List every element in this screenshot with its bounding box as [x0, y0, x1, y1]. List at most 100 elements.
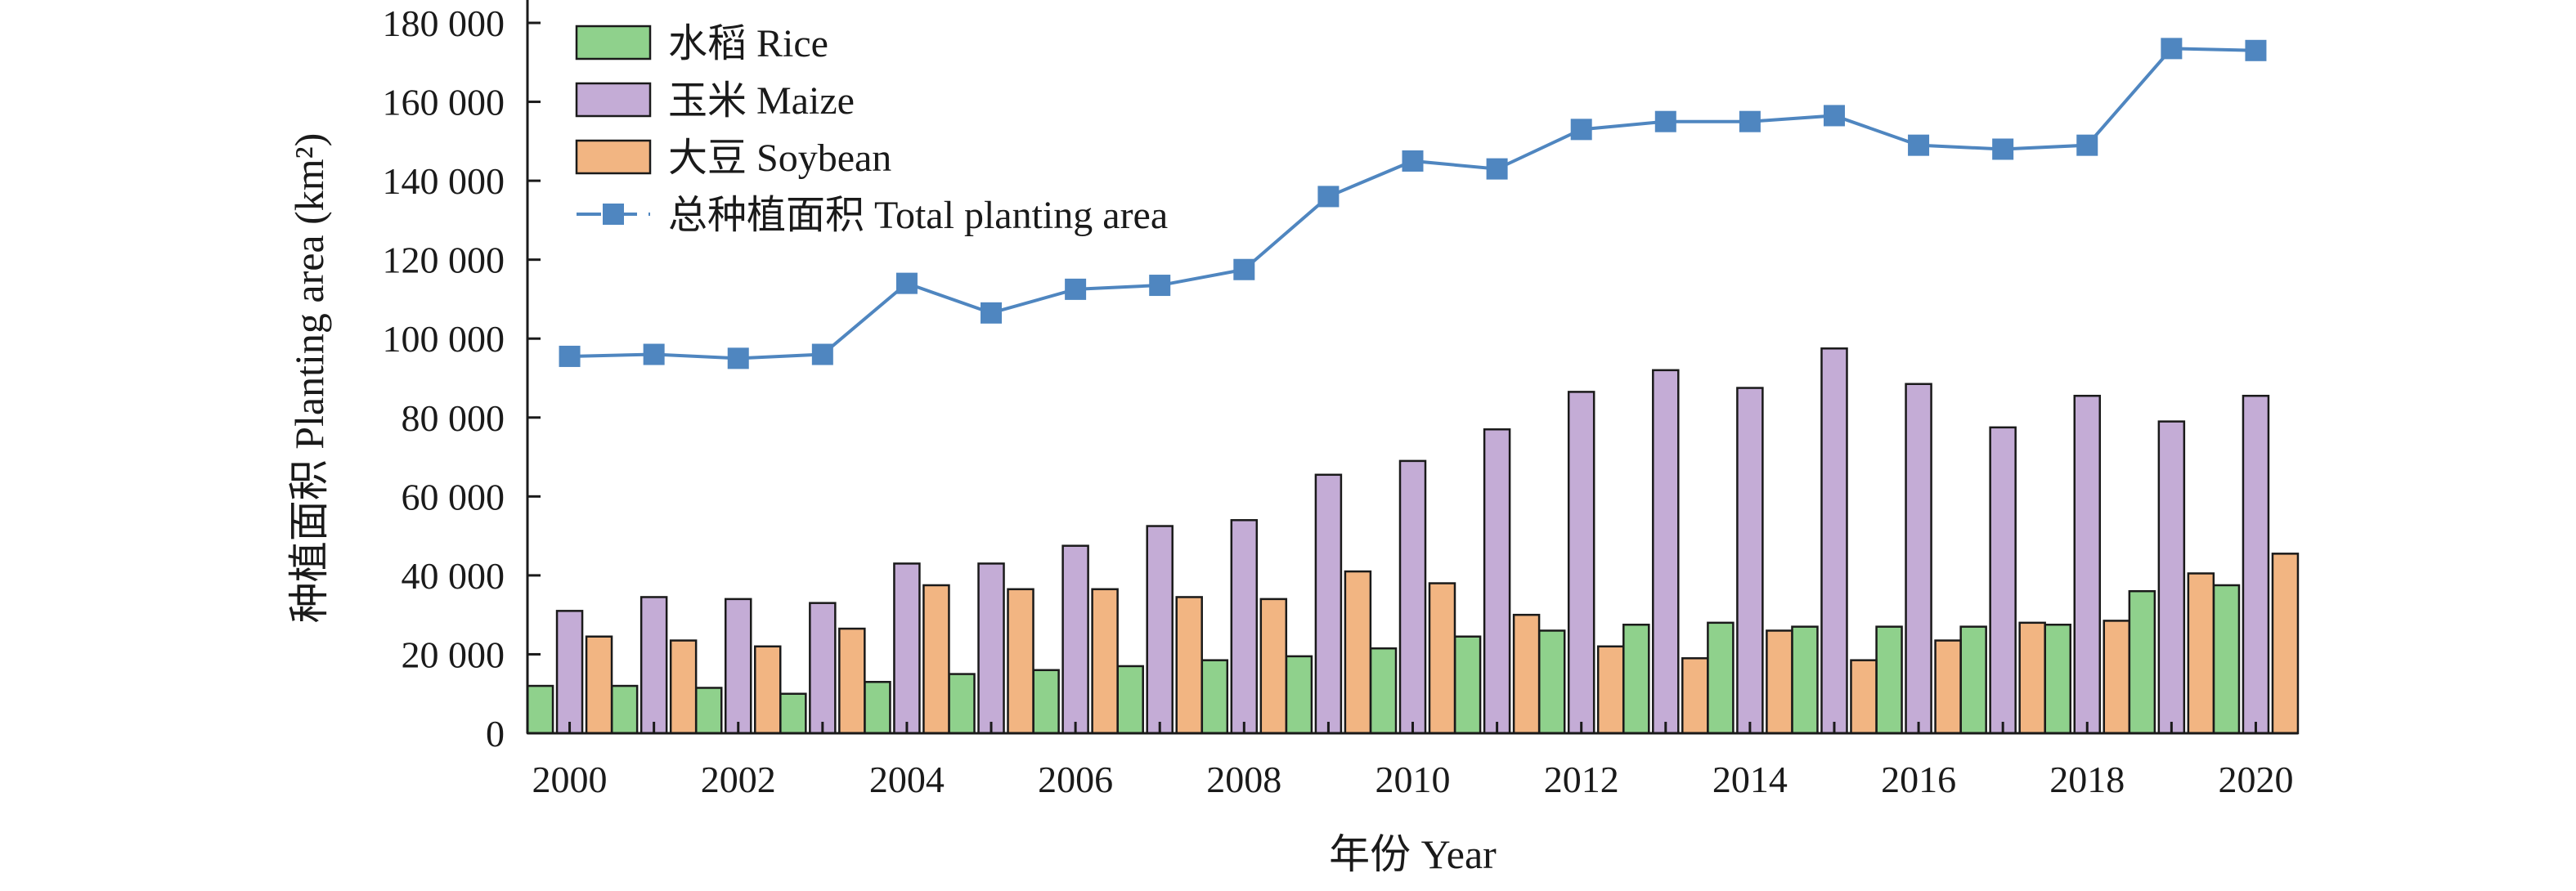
total-area-point: [1823, 105, 1845, 127]
x-tick-label: 2008: [1206, 759, 1281, 800]
bar-rice: [1200, 659, 1229, 735]
bar-maize: [1146, 525, 1174, 735]
bar-soybean: [1512, 613, 1541, 735]
total-area-point: [559, 345, 581, 367]
total-area-point: [1402, 150, 1424, 172]
legend-swatch-maize: [575, 82, 652, 118]
total-area-point: [1065, 278, 1087, 300]
bar-soybean: [753, 645, 782, 735]
bar-soybean: [922, 584, 950, 735]
bar-rice: [1959, 625, 1987, 735]
legend-label: 水稻 Rice: [668, 22, 828, 65]
total-area-point: [1233, 258, 1255, 280]
total-area-point: [727, 347, 749, 369]
y-tick-label: 40 000: [402, 555, 505, 597]
bar-rice: [864, 680, 891, 735]
bar-soybean: [1007, 588, 1034, 735]
bar-soybean: [585, 635, 613, 735]
legend-label: 总种植面积 Total planting area: [668, 194, 1168, 237]
ticks-layer: 0 20 000 40 000 60 000 80 000 100 000 120 000 1…: [383, 2, 2294, 800]
bar-soybean: [669, 639, 698, 735]
bar-maize: [1483, 428, 1511, 735]
bar-maize: [1820, 347, 1848, 735]
bar-maize: [1652, 369, 1680, 735]
bar-maize: [2073, 394, 2102, 735]
bar-maize: [724, 598, 752, 735]
bar-maize: [1398, 459, 1427, 735]
bar-rice: [779, 692, 807, 735]
bar-maize: [1061, 544, 1089, 735]
bar-rice: [1116, 665, 1144, 735]
total-area-point: [1486, 158, 1508, 180]
total-area-point: [1654, 110, 1676, 132]
total-area-point: [2076, 134, 2098, 156]
x-tick-label: 2006: [1038, 759, 1113, 800]
legend-label: 大豆 Soybean: [668, 137, 891, 180]
bar-soybean: [1344, 570, 1372, 735]
bar-maize: [555, 610, 584, 735]
bar-maize: [1989, 426, 2017, 735]
total-area-point: [811, 343, 833, 365]
x-tick-label: 2012: [1544, 759, 1619, 800]
bar-rice: [1707, 621, 1735, 735]
total-area-point: [1570, 119, 1592, 141]
total-area-point: [1149, 275, 1171, 297]
legend-marker-total: [603, 204, 624, 225]
total-area-point: [1908, 134, 1930, 156]
y-axis-title: 种植面积 Planting area (km²): [286, 133, 332, 624]
bar-soybean: [1259, 598, 1288, 735]
bar-soybean: [1934, 639, 1962, 735]
bar-rice: [1875, 625, 1903, 735]
bar-soybean: [2271, 553, 2300, 735]
legend-label: 玉米 Maize: [668, 79, 855, 123]
bar-soybean: [2018, 621, 2046, 735]
bar-maize: [640, 596, 668, 735]
bar-maize: [2157, 420, 2186, 735]
bar-maize: [977, 562, 1005, 735]
x-tick-label: 2014: [1712, 759, 1788, 800]
y-tick-label: 120 000: [383, 240, 505, 281]
y-tick-label: 160 000: [383, 82, 505, 123]
bar-rice: [1453, 635, 1482, 735]
bar-soybean: [1850, 659, 1878, 735]
y-tick-label: 140 000: [383, 160, 505, 202]
total-area-point: [1317, 186, 1340, 208]
bar-rice: [1537, 629, 1566, 735]
bar-rice: [2128, 589, 2156, 735]
y-tick-label: 180 000: [383, 2, 505, 44]
x-tick-label: 2002: [701, 759, 776, 800]
bar-rice: [1622, 623, 1650, 735]
bar-soybean: [838, 627, 866, 735]
bar-rice: [694, 687, 723, 735]
line-layer: [559, 38, 2267, 369]
x-tick-label: 2016: [1881, 759, 1956, 800]
bar-maize: [1567, 391, 1595, 735]
bar-rice: [2044, 623, 2072, 735]
total-area-point: [895, 272, 918, 294]
legend-swatch-soybean: [575, 139, 652, 175]
y-tick-label: 100 000: [383, 318, 505, 360]
bar-maize: [1736, 387, 1764, 735]
y-tick-label: 80 000: [402, 397, 505, 439]
bar-maize: [893, 562, 921, 735]
bar-rice: [1285, 655, 1313, 735]
bar-maize: [809, 602, 837, 735]
bar-rice: [610, 684, 639, 735]
bar-maize: [2242, 394, 2270, 735]
bars-layer: [526, 347, 2300, 735]
total-area-point: [981, 302, 1003, 324]
bar-maize: [1314, 473, 1343, 735]
total-area-point: [2245, 39, 2267, 61]
bar-soybean: [2187, 572, 2215, 735]
y-tick-label: 0: [486, 713, 505, 754]
total-area-point: [2161, 38, 2183, 60]
total-area-point: [1992, 138, 2014, 160]
x-tick-label: 2020: [2218, 759, 2293, 800]
legend-swatch-rice: [575, 25, 652, 60]
y-tick-label: 20 000: [402, 634, 505, 675]
total-area-point: [643, 343, 665, 365]
x-tick-label: 2000: [532, 759, 608, 800]
bar-rice: [1032, 669, 1060, 735]
bar-soybean: [1091, 588, 1119, 735]
